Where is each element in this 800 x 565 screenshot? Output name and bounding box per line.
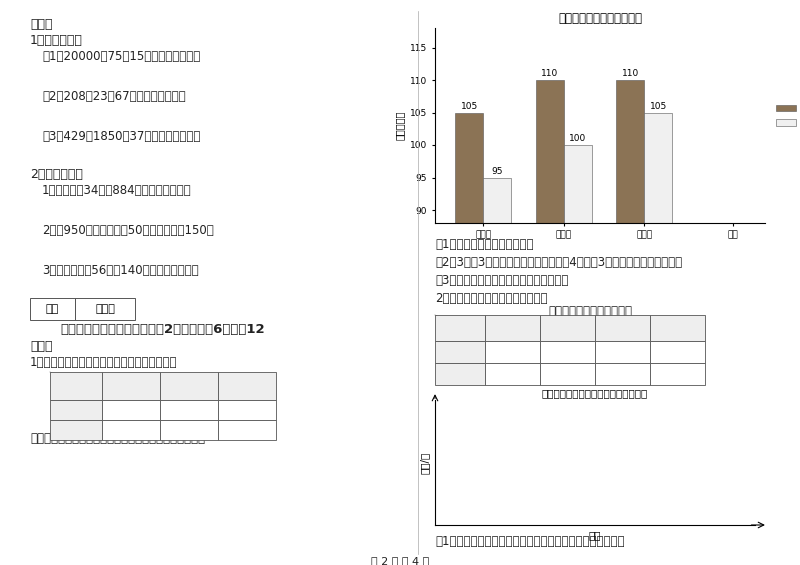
Bar <box>455 112 483 565</box>
Text: 110: 110 <box>237 425 258 435</box>
Text: 105: 105 <box>461 102 478 111</box>
Text: 95: 95 <box>492 167 503 176</box>
Text: 1、下面是某小学三个年级植树情况的统计表。: 1、下面是某小学三个年级植树情况的统计表。 <box>30 356 178 369</box>
Text: （2）3月份3个年级共植树（　　）棵，4月份比3月份多植树（　　）棵。: （2）3月份3个年级共植树（ ）棵，4月份比3月份多植树（ ）棵。 <box>435 256 682 269</box>
Text: 10: 10 <box>615 347 630 357</box>
Text: 根据统计表信息完成下面的统计图，并回答下面的问题。: 根据统计表信息完成下面的统计图，并回答下面的问题。 <box>30 432 205 445</box>
Text: 2、从950里面连续减去50，减几次还剩150？: 2、从950里面连续减去50，减几次还剩150？ <box>42 224 214 237</box>
Text: 3、一个数缩小56倍得140，这个数是多少？: 3、一个数缩小56倍得140，这个数是多少？ <box>42 264 198 277</box>
Text: 2、完成下面统计图，并回答问题。: 2、完成下面统计图，并回答问题。 <box>435 292 547 305</box>
Text: 体育: 体育 <box>561 323 574 333</box>
X-axis label: 小组: 小组 <box>589 531 602 541</box>
Text: 2、列式计算。: 2、列式计算。 <box>30 168 83 181</box>
Text: 分）。: 分）。 <box>30 18 53 31</box>
Text: 18: 18 <box>506 369 519 379</box>
Bar <box>616 80 644 565</box>
Text: 六年级: 六年级 <box>237 381 257 391</box>
Text: 生物: 生物 <box>506 323 519 333</box>
Bar <box>536 80 564 565</box>
Text: 100: 100 <box>178 405 199 415</box>
Text: 1、列式计算。: 1、列式计算。 <box>30 34 83 47</box>
Text: 性别: 性别 <box>443 329 455 339</box>
Text: 105: 105 <box>650 102 667 111</box>
Text: 3月: 3月 <box>69 405 83 415</box>
Text: （1）哪个年级春季植树最多？: （1）哪个年级春季植树最多？ <box>435 238 534 251</box>
Bar <box>644 112 673 565</box>
Text: 第 2 页 共 4 页: 第 2 页 共 4 页 <box>371 556 429 565</box>
Text: 105: 105 <box>121 425 142 435</box>
Text: 音乐: 音乐 <box>616 323 629 333</box>
Text: 四年级课外小组人数统计表: 四年级课外小组人数统计表 <box>548 305 632 318</box>
Text: 美术: 美术 <box>671 323 684 333</box>
Text: 105: 105 <box>237 405 258 415</box>
Text: 8: 8 <box>674 347 681 357</box>
Text: 小组: 小组 <box>465 317 477 327</box>
Text: 110: 110 <box>622 69 639 78</box>
Title: 四年级课外小组男生、女生人数统计图: 四年级课外小组男生、女生人数统计图 <box>542 388 648 398</box>
Text: 五、认真思考，综合能力（共2小题，每题6分，共12: 五、认真思考，综合能力（共2小题，每题6分，共12 <box>60 323 265 336</box>
Text: 分）。: 分）。 <box>30 340 53 353</box>
Text: 4月: 4月 <box>69 425 83 435</box>
Text: 1、一个数的34倍是884，这个数是多少？: 1、一个数的34倍是884，这个数是多少？ <box>42 184 192 197</box>
Text: 110: 110 <box>178 425 199 435</box>
Text: 110: 110 <box>541 69 558 78</box>
Text: （2）208乘23与67的和，积是多少？: （2）208乘23与67的和，积是多少？ <box>42 90 186 103</box>
Text: 年级: 年级 <box>82 375 94 385</box>
Text: 四年级: 四年级 <box>121 381 141 391</box>
Text: 五年级: 五年级 <box>179 381 199 391</box>
Text: 得分: 得分 <box>46 304 59 314</box>
Y-axis label: 数量（棵）: 数量（棵） <box>394 111 405 140</box>
Text: 男生: 男生 <box>454 347 466 357</box>
Y-axis label: 人数/人: 人数/人 <box>419 451 430 473</box>
Bar <box>483 177 511 565</box>
Text: 100: 100 <box>570 134 586 143</box>
Text: （3）429加1850与37的商，和是多少？: （3）429加1850与37的商，和是多少？ <box>42 130 200 143</box>
Bar <box>564 145 592 565</box>
Text: 评卷人: 评卷人 <box>95 304 115 314</box>
Text: 女生: 女生 <box>454 369 466 379</box>
Text: （3）还能提出哪些问题？试有解决一下。: （3）还能提出哪些问题？试有解决一下。 <box>435 274 568 287</box>
Text: 95: 95 <box>124 405 138 415</box>
Text: （1）20000减75乘15的积，差是多少？: （1）20000减75乘15的积，差是多少？ <box>42 50 200 63</box>
Text: 14: 14 <box>615 369 630 379</box>
Text: 15: 15 <box>506 347 519 357</box>
Text: 月份: 月份 <box>58 388 70 398</box>
Title: 某小学春季植树情况统计图: 某小学春季植树情况统计图 <box>558 12 642 25</box>
Text: 16: 16 <box>561 369 574 379</box>
Text: 12: 12 <box>670 369 685 379</box>
Text: （1）哪个课外小组的男生最多？哪个课外小组的女生最少？: （1）哪个课外小组的男生最多？哪个课外小组的女生最少？ <box>435 535 625 548</box>
Text: 20: 20 <box>561 347 574 357</box>
Legend: 4月, 3月: 4月, 3月 <box>773 99 800 132</box>
